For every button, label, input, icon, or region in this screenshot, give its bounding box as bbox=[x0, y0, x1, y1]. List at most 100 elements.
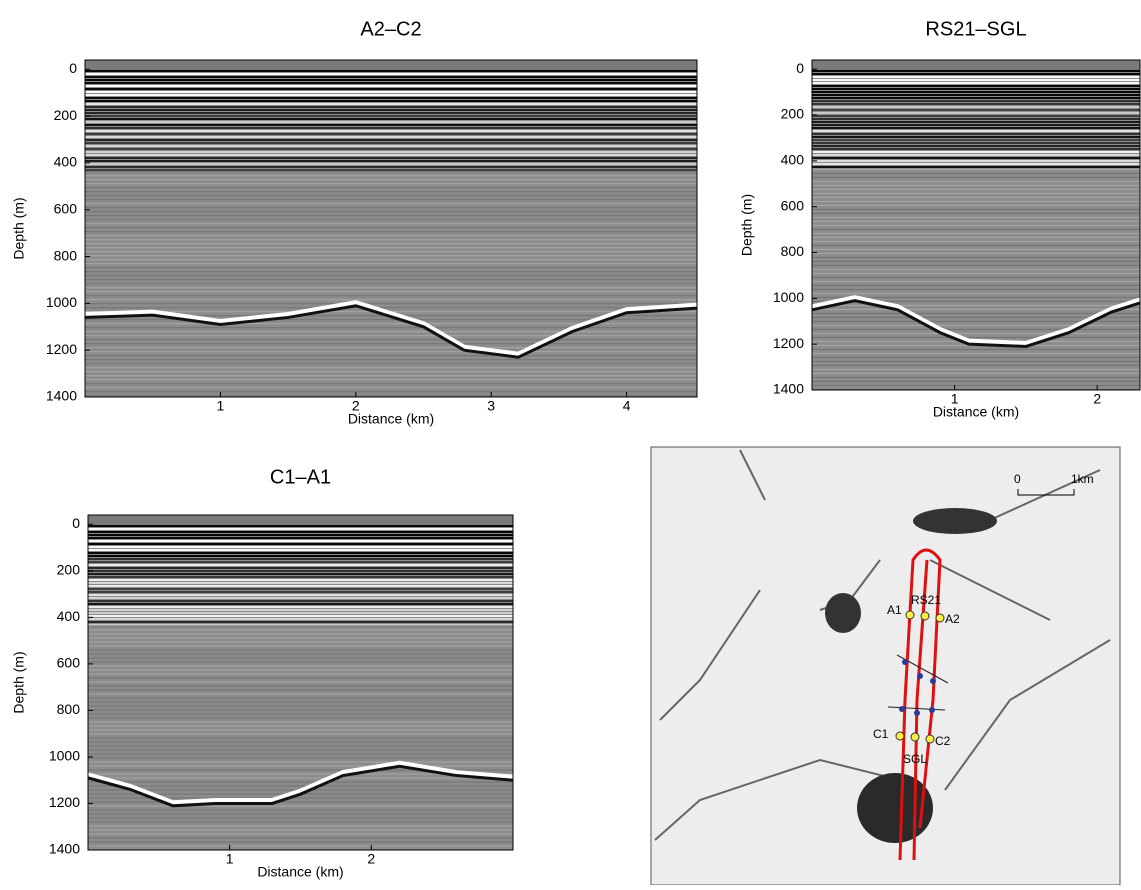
x-axis-label: Distance (km) bbox=[348, 411, 434, 427]
reflection-layer bbox=[88, 653, 513, 655]
reflection-layer bbox=[88, 543, 513, 545]
y-tick-label: 200 bbox=[57, 562, 81, 578]
reflection-layer bbox=[88, 591, 513, 593]
reflection-layer bbox=[812, 168, 1140, 170]
reflection-layer bbox=[812, 336, 1140, 338]
reflection-layer bbox=[85, 85, 697, 87]
reflection-layer bbox=[85, 355, 697, 357]
reflection-layer bbox=[85, 121, 697, 123]
reflection-layer bbox=[812, 103, 1140, 105]
reflection-layer bbox=[85, 267, 697, 269]
reflection-layer bbox=[85, 160, 697, 162]
reflection-layer bbox=[88, 555, 513, 557]
y-tick-label: 600 bbox=[54, 200, 78, 216]
reflection-layer bbox=[88, 737, 513, 739]
reflection-layer bbox=[88, 528, 513, 530]
reflection-layer bbox=[85, 183, 697, 185]
reflection-layer bbox=[88, 781, 513, 783]
reflection-layer bbox=[812, 79, 1140, 81]
reflection-layer bbox=[812, 220, 1140, 222]
x-tick-label: 4 bbox=[623, 398, 631, 414]
reflection-layer bbox=[85, 94, 697, 96]
reflection-layer bbox=[812, 264, 1140, 266]
reflection-layer bbox=[85, 91, 697, 93]
reflection-layer bbox=[812, 268, 1140, 270]
y-tick-label: 400 bbox=[781, 152, 805, 168]
reflection-layer bbox=[88, 797, 513, 799]
reflection-layer bbox=[85, 211, 697, 213]
reflection-layer bbox=[85, 359, 697, 361]
reflection-layer bbox=[85, 331, 697, 333]
reflection-layer bbox=[88, 558, 513, 560]
reflection-layer bbox=[812, 376, 1140, 378]
station-points bbox=[895, 610, 945, 744]
y-tick-label: 400 bbox=[57, 608, 81, 624]
reflection-layer bbox=[85, 136, 697, 138]
reflection-layer bbox=[812, 82, 1140, 84]
reflection-layer bbox=[88, 612, 513, 614]
reflection-layer bbox=[85, 295, 697, 297]
reflection-layer bbox=[88, 552, 513, 554]
reflection-layer bbox=[85, 223, 697, 225]
reflection-layer bbox=[88, 594, 513, 596]
reflection-layer bbox=[85, 279, 697, 281]
reflection-layer bbox=[85, 239, 697, 241]
point-label: C2 bbox=[935, 734, 951, 748]
y-tick-label: 0 bbox=[72, 515, 80, 531]
reflection-layer bbox=[88, 649, 513, 651]
reflection-layer bbox=[812, 118, 1140, 120]
reflection-layer bbox=[85, 327, 697, 329]
reflection-layer bbox=[85, 347, 697, 349]
radargram bbox=[84, 60, 698, 397]
reflection-layer bbox=[88, 633, 513, 635]
reflection-layer bbox=[85, 263, 697, 265]
reflection-layer bbox=[88, 761, 513, 763]
y-tick-label: 1400 bbox=[49, 841, 80, 857]
reflection-layer bbox=[85, 166, 697, 168]
reflection-layer bbox=[812, 73, 1140, 75]
reflection-layer bbox=[88, 685, 513, 687]
y-tick-label: 200 bbox=[54, 107, 78, 123]
reflection-layer bbox=[88, 837, 513, 839]
reflection-layer bbox=[812, 240, 1140, 242]
reflection-layer bbox=[812, 94, 1140, 96]
reflection-layer bbox=[812, 97, 1140, 99]
reflection-layer bbox=[812, 300, 1140, 302]
y-axis-label: Depth (m) bbox=[11, 197, 27, 259]
reflection-layer bbox=[88, 588, 513, 590]
reflection-layer bbox=[88, 624, 513, 626]
reflection-layer bbox=[88, 561, 513, 563]
reflection-layer bbox=[88, 757, 513, 759]
reflection-layer bbox=[85, 179, 697, 181]
reflection-layer bbox=[812, 100, 1140, 102]
surface-band bbox=[88, 515, 513, 525]
reflection-layer bbox=[88, 825, 513, 827]
reflection-layer bbox=[812, 157, 1140, 159]
reflection-layer bbox=[88, 713, 513, 715]
reflection-layer bbox=[85, 351, 697, 353]
reflection-layer bbox=[88, 769, 513, 771]
reflection-layer bbox=[88, 805, 513, 807]
reflection-layer bbox=[812, 115, 1140, 117]
x-tick-label: 2 bbox=[352, 398, 360, 414]
x-tick-label: 1 bbox=[226, 851, 234, 867]
reflection-layer bbox=[88, 582, 513, 584]
reflection-layer bbox=[85, 367, 697, 369]
reflection-layer bbox=[85, 323, 697, 325]
reflection-layer bbox=[85, 303, 697, 305]
scale-label: 0 bbox=[1014, 472, 1021, 486]
y-tick-label: 0 bbox=[69, 60, 77, 76]
bed-reflector-shadow bbox=[84, 300, 698, 357]
reflection-layer bbox=[85, 151, 697, 153]
reflection-layer bbox=[85, 142, 697, 144]
lake bbox=[913, 508, 997, 534]
reflection-layer bbox=[812, 200, 1140, 202]
reflection-layer bbox=[88, 570, 513, 572]
reflection-layer bbox=[88, 841, 513, 843]
reflection-layer bbox=[85, 379, 697, 381]
reflection-layer bbox=[85, 88, 697, 90]
reflection-layer bbox=[88, 641, 513, 643]
reflection-layer bbox=[85, 383, 697, 385]
reflection-layer bbox=[812, 316, 1140, 318]
reflection-layer bbox=[88, 629, 513, 631]
